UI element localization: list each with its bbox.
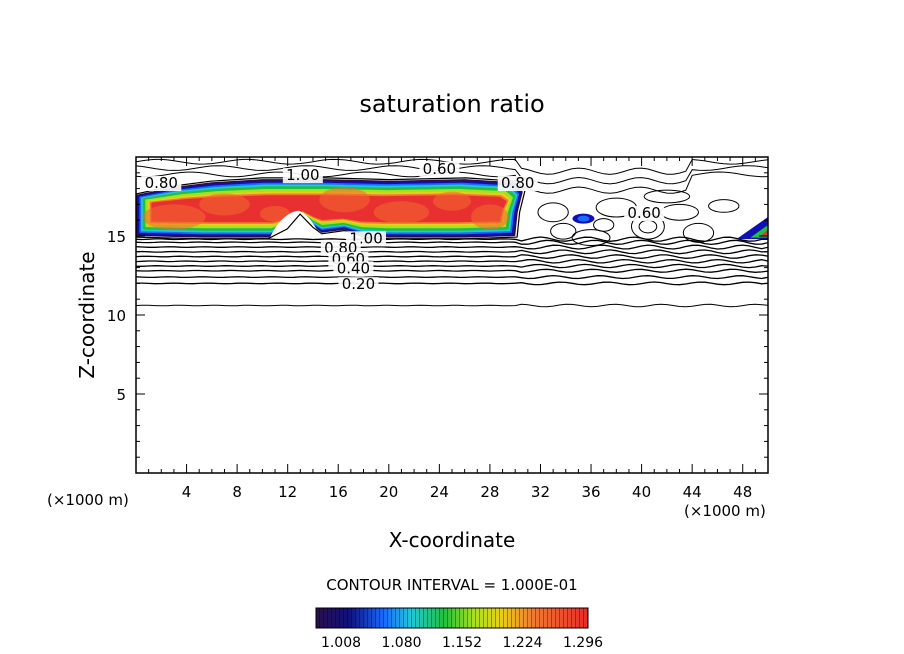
colorbar-tick-labels: 1.008 1.080 1.152 1.224 1.296 xyxy=(321,635,603,651)
contour-line xyxy=(136,258,768,264)
contour-line xyxy=(136,244,768,250)
x-tick-label: 16 xyxy=(329,483,348,501)
contour-label-bg xyxy=(141,176,182,192)
y-axis-label: Z-coordinate xyxy=(75,251,99,378)
contour-swirl xyxy=(571,229,611,246)
x-tick-label: 36 xyxy=(581,483,600,501)
contour-swirl xyxy=(682,222,715,243)
contour-line xyxy=(136,239,768,246)
contour-swirl xyxy=(537,202,569,223)
plot-area: 0.80 1.00 0.600.800.601.000.800.600.400.20 xyxy=(136,158,768,308)
y-tick-label: 5 xyxy=(116,386,126,404)
contour-line xyxy=(136,236,768,242)
contour-label: 0.20 xyxy=(342,275,375,293)
contour-line xyxy=(136,274,768,280)
colorbar-tick-label: 1.224 xyxy=(502,635,542,651)
contour-swirl xyxy=(550,222,577,240)
x-tick-label: 24 xyxy=(430,483,449,501)
colorbar-frame xyxy=(315,607,589,629)
contour-label-bg xyxy=(497,176,538,192)
colorbar-tick-label: 1.296 xyxy=(563,635,603,651)
contour-line xyxy=(136,303,768,308)
chart-title: saturation ratio xyxy=(359,90,544,118)
x-tick-label: 44 xyxy=(683,483,702,501)
contour-swirl xyxy=(708,199,740,213)
x-tick-label: 12 xyxy=(278,483,297,501)
cloud-texture-patch xyxy=(142,204,206,230)
colorbar-stripes xyxy=(316,608,588,628)
contour-label-bg xyxy=(624,206,665,222)
color-fill-layer xyxy=(136,179,768,240)
contour-line xyxy=(136,281,768,286)
cloud-outline-contour xyxy=(136,177,526,240)
contour-line xyxy=(136,263,768,269)
contour-swirl xyxy=(660,203,699,221)
contour-line xyxy=(136,268,768,273)
cloud-texture-patch xyxy=(319,187,370,213)
contour-label: 0.40 xyxy=(337,259,370,277)
x-tick-label: 8 xyxy=(232,483,242,501)
colorbar-tick-label: 1.080 xyxy=(381,635,421,651)
cloud-texture-patch xyxy=(433,191,471,211)
contour-label: 1.00 xyxy=(286,166,319,184)
z-unit-label: (×1000 m) xyxy=(47,491,129,509)
x-tick-label: 28 xyxy=(480,483,499,501)
cloud-texture-patch xyxy=(373,201,430,224)
cloud-texture-patch xyxy=(199,193,250,216)
colorbar-tick-label: 1.008 xyxy=(321,635,361,651)
cloud-texture-patch xyxy=(259,205,291,222)
contour-line xyxy=(136,249,768,255)
small-cloud-core xyxy=(577,215,590,222)
contour-label-bg xyxy=(282,168,323,184)
contour-labels: 0.80 1.00 0.600.800.601.000.800.600.400.20 xyxy=(141,160,665,293)
contour-lines xyxy=(136,158,768,308)
contour-swirl xyxy=(638,219,658,234)
y-tick-label: 15 xyxy=(107,228,126,246)
y-tick-label: 10 xyxy=(107,307,126,325)
cloud-texture-patch xyxy=(470,204,509,230)
edge-cloud-center xyxy=(760,229,768,236)
x-tick-label: 4 xyxy=(182,483,192,501)
x-tick-label: 40 xyxy=(632,483,651,501)
contour-label: 0.60 xyxy=(423,160,456,178)
contour-label-bg xyxy=(338,277,379,293)
contour-line xyxy=(136,254,768,259)
contour-swirl xyxy=(643,189,691,204)
contour-swirl xyxy=(593,218,615,232)
contour-label-bg xyxy=(333,261,374,277)
colorbar-tick-label: 1.152 xyxy=(442,635,482,651)
contour-label: 0.80 xyxy=(145,174,178,192)
x-tick-label: 32 xyxy=(531,483,550,501)
contour-label: 0.60 xyxy=(627,204,660,222)
x-tick-label: 20 xyxy=(379,483,398,501)
contour-label-bg xyxy=(419,161,460,177)
x-tick-label: 48 xyxy=(733,483,752,501)
x-unit-label: (×1000 m) xyxy=(684,502,766,520)
cloud-gap xyxy=(269,210,321,240)
contour-interval-text: CONTOUR INTERVAL = 1.000E-01 xyxy=(326,576,577,594)
colorbar: 1.008 1.080 1.152 1.224 1.296 xyxy=(315,607,603,651)
x-axis-label: X-coordinate xyxy=(389,528,516,552)
contour-label: 0.80 xyxy=(501,174,534,192)
